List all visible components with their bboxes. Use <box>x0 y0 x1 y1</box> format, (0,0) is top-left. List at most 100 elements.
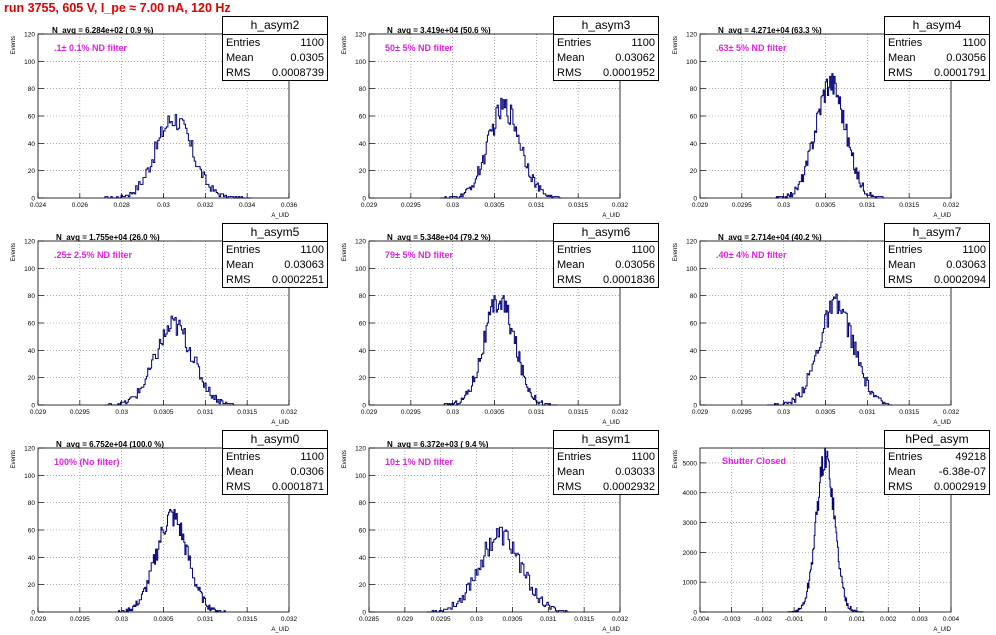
y-tick-label: 100 <box>24 266 35 273</box>
histogram-trace <box>117 509 227 613</box>
stats-label-rms: RMS <box>226 481 251 493</box>
stats-value-mean: 0.03056 <box>946 52 986 64</box>
stats-row-mean: Mean 0.03063 <box>888 258 986 274</box>
histogram-pad-h_asym2: 0.024 0.026 0.028 0.03 0.032 0.034 0.036 0 20 40 6… <box>0 16 331 221</box>
stats-label-rms: RMS <box>888 481 913 493</box>
x-tick-label: 0.003 <box>911 616 928 623</box>
x-tick-label: 0.029 <box>397 616 414 623</box>
x-tick-label: 0.0295 <box>70 616 90 623</box>
stats-label-mean: Mean <box>557 52 585 64</box>
stats-row-entries: Entries 1100 <box>557 450 655 466</box>
stats-box: h_asym6 Entries 1100 Mean 0.03056 RMS 0.000183… <box>553 223 659 288</box>
stats-value-rms: 0.0002932 <box>603 481 655 493</box>
x-axis-label: A_UID <box>933 420 951 426</box>
x-tick-label: -0.003 <box>722 616 741 623</box>
histogram-name: h_asym7 <box>885 224 989 242</box>
y-tick-label: 60 <box>28 528 36 535</box>
filter-label: 79± 5% ND filter <box>385 250 453 260</box>
stats-value-rms: 0.0002919 <box>934 481 986 493</box>
y-tick-label: 40 <box>690 141 698 148</box>
y-axis-label: Events <box>11 450 17 468</box>
stats-value-rms: 0.0002094 <box>934 274 986 286</box>
stats-value-mean: 0.03033 <box>615 466 655 478</box>
x-tick-label: 0.0305 <box>816 202 836 209</box>
plot-frame <box>699 240 952 406</box>
n-avg-label: N_avg = 1.755e+04 (26.0 %) <box>56 233 160 242</box>
x-tick-label: 0.031 <box>540 616 557 623</box>
stats-value-mean: 0.03062 <box>615 52 655 64</box>
x-tick-label: 0.0295 <box>401 409 421 416</box>
stats-label-entries: Entries <box>557 244 592 256</box>
stats-label-entries: Entries <box>226 244 261 256</box>
histogram-pad-h_asym7: 0.029 0.0295 0.03 0.0305 0.031 0.0315 0.032 0 20… <box>662 223 993 428</box>
y-tick-label: 100 <box>355 473 366 480</box>
y-tick-label: 4000 <box>683 490 698 497</box>
y-tick-label: 60 <box>28 321 36 328</box>
plot-frame <box>37 447 290 613</box>
y-tick-label: 20 <box>359 582 367 589</box>
y-tick-label: 20 <box>28 582 36 589</box>
y-tick-label: 5000 <box>683 460 698 467</box>
y-tick-label: 100 <box>24 59 35 66</box>
y-tick-label: 20 <box>359 375 367 382</box>
stats-row-entries: Entries 1100 <box>226 450 324 466</box>
y-axis-label: Events <box>673 450 679 468</box>
histogram-svg: 0.029 0.0295 0.03 0.0305 0.031 0.0315 0.032 0 20… <box>673 239 960 427</box>
stats-label-entries: Entries <box>888 244 923 256</box>
x-tick-label: 0.0315 <box>237 409 257 416</box>
stats-value-rms: 0.0001836 <box>603 274 655 286</box>
y-tick-label: 40 <box>359 555 367 562</box>
stats-row-mean: Mean 0.0306 <box>226 465 324 481</box>
x-tick-label: 0.0305 <box>154 409 174 416</box>
x-tick-label: 0.032 <box>612 409 629 416</box>
y-tick-label: 0 <box>693 610 697 617</box>
histogram-pad-hPed_asym: -0.004 -0.003 -0.002 -0.001 0 0.001 0.002 0.003… <box>662 430 993 635</box>
x-tick-label: 0.0305 <box>485 409 505 416</box>
histogram-trace <box>775 73 885 199</box>
y-tick-label: 60 <box>359 321 367 328</box>
histogram-name: h_asym1 <box>554 431 658 449</box>
x-tick-label: 0.0315 <box>574 616 594 623</box>
stats-label-mean: Mean <box>226 259 254 271</box>
x-axis-label: A_UID <box>933 213 951 219</box>
stats-box: h_asym4 Entries 1100 Mean 0.03056 RMS 0.000179… <box>884 16 990 81</box>
histogram-pad-h_asym0: 0.029 0.0295 0.03 0.0305 0.031 0.0315 0.032 0 20… <box>0 430 331 635</box>
x-tick-label: 0.031 <box>197 616 214 623</box>
histogram-name: h_asym0 <box>223 431 327 449</box>
stats-box: hPed_asym Entries 49218 Mean -6.38e-07 RMS 0.0… <box>884 430 990 495</box>
stats-row-entries: Entries 1100 <box>557 36 655 52</box>
x-tick-label: 0.001 <box>849 616 866 623</box>
x-tick-label: 0.0305 <box>154 616 174 623</box>
stats-row-mean: Mean 0.03063 <box>226 258 324 274</box>
x-tick-label: 0.029 <box>30 409 47 416</box>
stats-value-rms: 0.0002251 <box>272 274 324 286</box>
y-tick-label: 60 <box>359 528 367 535</box>
y-tick-label: 40 <box>359 348 367 355</box>
y-axis-label: Events <box>11 36 17 54</box>
y-tick-label: 60 <box>359 114 367 121</box>
x-tick-label: 0.0295 <box>70 409 90 416</box>
n-avg-label: N_avg = 6.372e+03 ( 9.4 %) <box>387 440 489 449</box>
y-tick-label: 120 <box>686 32 697 39</box>
stats-label-rms: RMS <box>226 274 251 286</box>
stats-row-entries: Entries 1100 <box>888 36 986 52</box>
stats-row-rms: RMS 0.0001952 <box>557 66 655 82</box>
x-tick-label: 0.031 <box>859 202 876 209</box>
x-tick-label: 0.032 <box>281 616 298 623</box>
x-tick-label: 0.03 <box>115 616 128 623</box>
stats-value-rms: 0.0001871 <box>272 481 324 493</box>
histogram-pad-h_asym3: 0.029 0.0295 0.03 0.0305 0.031 0.0315 0.032 0 20… <box>331 16 662 221</box>
plot-frame <box>37 33 290 199</box>
x-tick-label: 0.03 <box>446 409 459 416</box>
stats-value-rms: 0.0008739 <box>272 67 324 79</box>
stats-label-rms: RMS <box>226 67 251 79</box>
x-tick-label: -0.004 <box>691 616 710 623</box>
stats-label-rms: RMS <box>888 274 913 286</box>
stats-row-entries: Entries 1100 <box>226 36 324 52</box>
stats-value-rms: 0.0001952 <box>603 67 655 79</box>
histogram-svg: 0.029 0.0295 0.03 0.0305 0.031 0.0315 0.032 0 20… <box>342 32 629 220</box>
x-tick-label: 0.031 <box>528 409 545 416</box>
y-axis-label: Events <box>673 36 679 54</box>
stats-value-entries: 1100 <box>300 244 324 256</box>
y-tick-label: 80 <box>28 500 36 507</box>
